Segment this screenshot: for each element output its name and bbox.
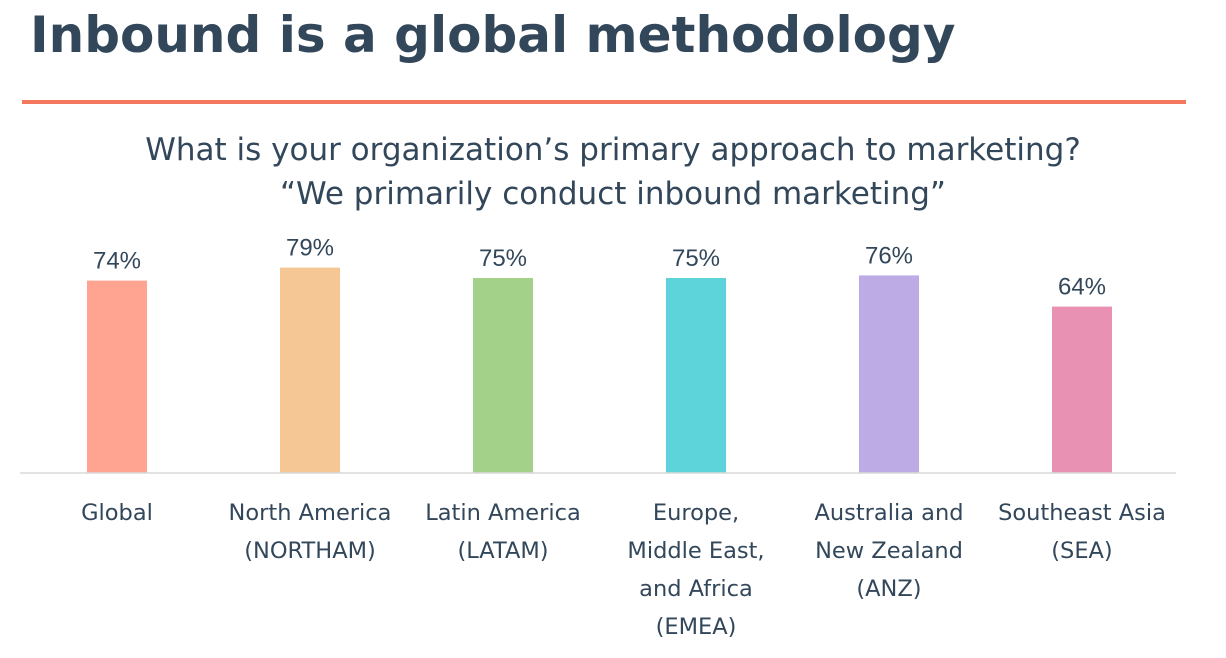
chart-title: What is your organization’s primary appr…: [145, 132, 1081, 168]
value-label-5: 64%: [1058, 274, 1106, 301]
value-label-2: 75%: [479, 245, 527, 272]
bar-4: [859, 275, 919, 473]
chart-subtitle: “We primarily conduct inbound marketing”: [279, 176, 946, 212]
slide-title: Inbound is a global methodology: [30, 6, 956, 64]
bar-3: [666, 278, 726, 473]
category-label-5: Southeast Asia (SEA): [998, 500, 1166, 564]
category-label-4: Australia and New Zealand (ANZ): [814, 500, 964, 602]
bar-0: [87, 280, 147, 473]
category-label-3: Europe, Middle East, and Africa (EMEA): [627, 500, 765, 640]
category-label-0: Global: [81, 500, 153, 526]
title-divider: [22, 100, 1186, 104]
bar-1: [280, 267, 340, 473]
value-label-3: 75%: [672, 245, 720, 272]
bars-group: [87, 267, 1112, 473]
value-label-1: 79%: [286, 235, 334, 262]
bar-2: [473, 278, 533, 473]
category-label-2: Latin America (LATAM): [425, 500, 581, 564]
category-label-1: North America (NORTHAM): [228, 500, 392, 564]
bar-5: [1052, 306, 1112, 473]
value-label-0: 74%: [93, 248, 141, 275]
value-labels-group: 74% 79% 75% 75% 76% 64%: [93, 235, 1106, 301]
value-label-4: 76%: [865, 242, 913, 269]
